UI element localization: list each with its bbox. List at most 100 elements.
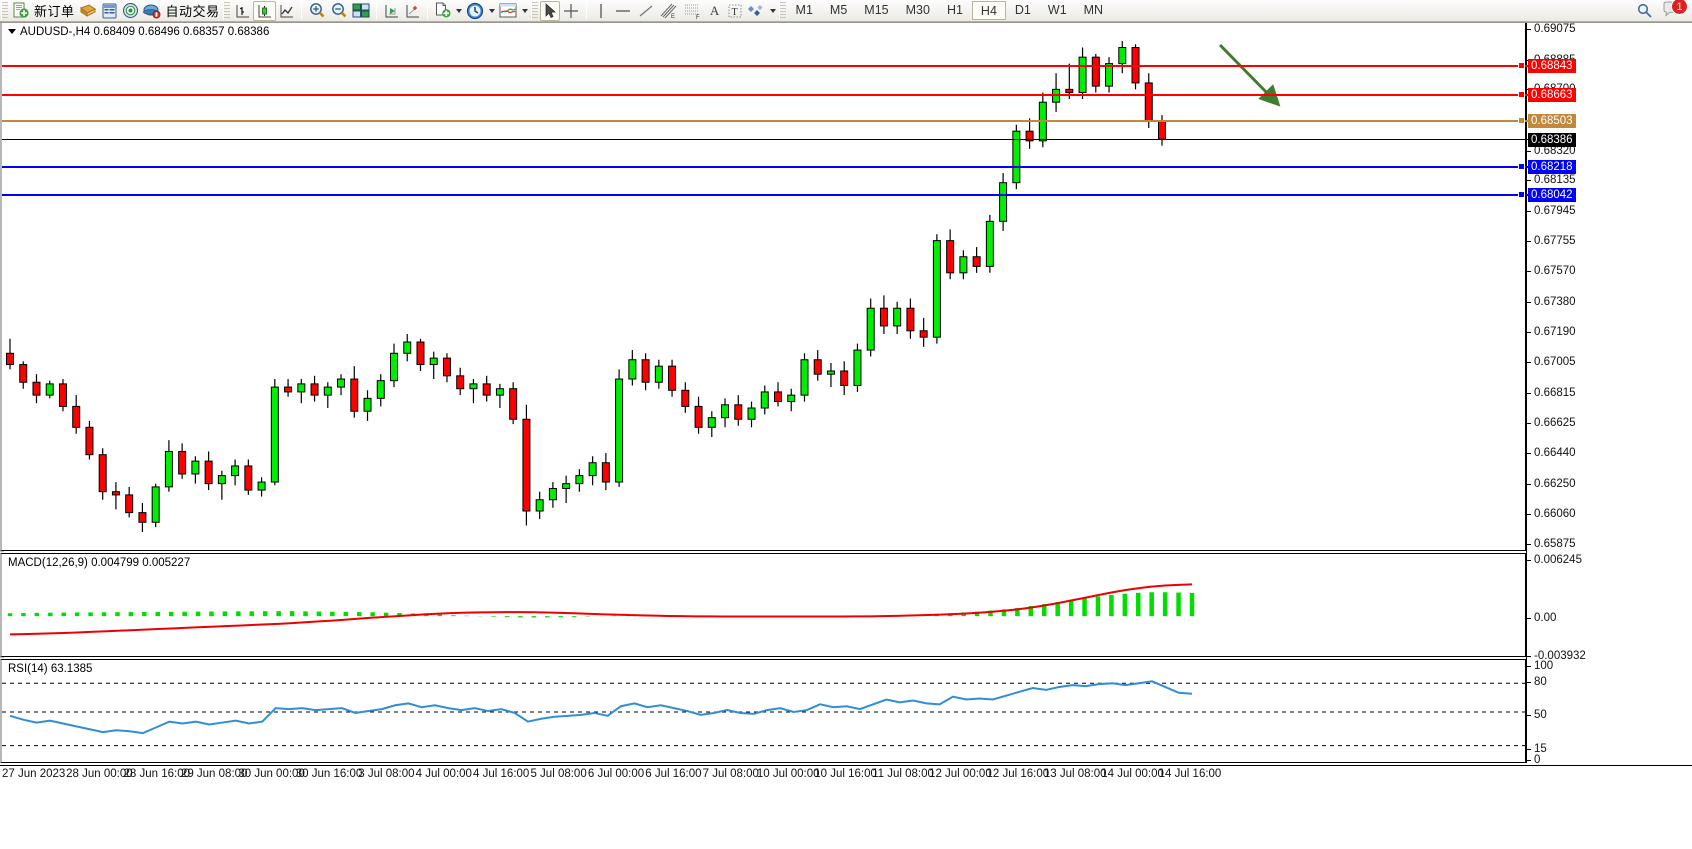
indicators-icon[interactable]	[432, 1, 464, 21]
chart-shift-icon[interactable]	[402, 1, 423, 21]
candle-body	[575, 475, 584, 485]
candle-body	[350, 378, 359, 412]
text-label-icon[interactable]: T	[725, 1, 745, 21]
fibonacci-icon[interactable]: F	[681, 1, 705, 21]
strategy-tester-button[interactable]: 自动交易	[141, 1, 222, 21]
price-tag-support[interactable]: 0.68042	[1528, 188, 1576, 203]
market-watch-button[interactable]	[77, 1, 99, 21]
candle-body	[19, 364, 28, 383]
vertical-line-icon[interactable]	[591, 1, 611, 21]
auto-trading-label: 自动交易	[165, 4, 220, 19]
periods-icon[interactable]	[464, 1, 497, 21]
candle-body	[893, 307, 902, 327]
price-tag-current-price[interactable]: 0.68386	[1528, 132, 1576, 147]
axis-tick	[1527, 301, 1531, 303]
level-line-support[interactable]	[2, 194, 1528, 197]
axis-tick-label: 0.66815	[1534, 386, 1576, 399]
axis-tick-label: 0.66250	[1534, 477, 1576, 490]
toolbar-grip-4[interactable]	[778, 1, 786, 20]
horizontal-line-icon[interactable]	[611, 1, 635, 21]
line-chart-icon[interactable]	[276, 1, 297, 21]
level-line-resistance[interactable]	[2, 65, 1528, 68]
time-axis[interactable]: 27 Jun 2023 28 Jun 00:00 28 Jun 16:00 29 Ju…	[0, 765, 1692, 785]
trendline-icon[interactable]	[635, 1, 657, 21]
toolbar-grip-3[interactable]	[530, 1, 538, 20]
data-window-button[interactable]	[99, 1, 120, 21]
timeframe-h4[interactable]: H4	[971, 1, 1006, 20]
candle-body	[32, 381, 41, 396]
level-handle[interactable]	[1518, 162, 1525, 170]
autoscroll-icon[interactable]	[381, 1, 402, 21]
timeframe-m5[interactable]: M5	[829, 3, 848, 17]
chevron-down-icon[interactable]	[455, 8, 462, 13]
price-tag-pivot[interactable]: 0.68503	[1528, 114, 1576, 129]
price-tag-resistance[interactable]: 0.68843	[1528, 59, 1576, 74]
text-icon[interactable]: A	[709, 2, 720, 18]
timeframe-h1[interactable]: H1	[946, 3, 963, 17]
chevron-down-icon-2[interactable]	[488, 8, 495, 13]
bar-chart-icon[interactable]	[232, 1, 253, 21]
axis-tick	[1527, 150, 1531, 152]
chevron-down-icon-4[interactable]	[769, 8, 776, 13]
candle-body	[919, 330, 928, 338]
rsi-axis-tick-label: 15	[1534, 743, 1547, 755]
templates-icon[interactable]	[497, 1, 530, 21]
zoom-in-icon[interactable]	[306, 1, 328, 21]
candle-body	[1144, 82, 1153, 123]
timeframe-m30[interactable]: M30	[905, 3, 930, 17]
candle-body	[959, 256, 968, 274]
level-handle[interactable]	[1518, 191, 1525, 199]
price-tag-support[interactable]: 0.68218	[1528, 159, 1576, 174]
level-handle[interactable]	[1518, 62, 1525, 70]
timeframe-d1[interactable]: D1	[1014, 3, 1031, 17]
candle-body	[879, 307, 888, 327]
rsi-axis-tick	[1527, 715, 1531, 716]
candle-body	[826, 370, 835, 375]
candle-body	[535, 499, 544, 512]
level-handle[interactable]	[1518, 91, 1525, 99]
tile-windows-icon[interactable]	[350, 1, 372, 21]
zoom-out-icon[interactable]	[328, 1, 350, 21]
new-order-button[interactable]: 新订单	[10, 1, 77, 21]
level-handle[interactable]	[1518, 117, 1525, 125]
price-pane[interactable]: AUDUSD-,H4 0.68409 0.68496 0.68357 0.683…	[0, 23, 1528, 551]
chevron-down-icon-3[interactable]	[521, 8, 528, 13]
equidistant-channel-icon[interactable]: E	[657, 1, 681, 21]
notification-icon[interactable]: 1	[1660, 0, 1688, 21]
toolbar-grip[interactable]	[1, 1, 8, 20]
time-tick-label: 13 Jul 08:00	[1043, 768, 1107, 780]
svg-text:T: T	[731, 7, 737, 18]
level-line-resistance[interactable]	[2, 94, 1528, 97]
chart-area[interactable]: AUDUSD-,H4 0.68409 0.68496 0.68357 0.683…	[0, 22, 1692, 849]
candle-body	[615, 378, 624, 483]
rsi-pane[interactable]: RSI(14) 63.1385	[0, 659, 1526, 763]
candle-body	[482, 383, 491, 396]
cursor-icon[interactable]	[539, 0, 560, 21]
toolbar-grip-2[interactable]	[222, 1, 230, 20]
candle-body	[760, 391, 769, 409]
axis-tick-label: 0.67190	[1534, 326, 1576, 339]
level-line-support[interactable]	[2, 165, 1528, 168]
timeframe-mn[interactable]: MN	[1083, 3, 1104, 17]
price-tag-resistance[interactable]: 0.68663	[1528, 88, 1576, 103]
candle-body	[747, 407, 756, 420]
candle-chart-icon[interactable]	[252, 0, 276, 21]
macd-pane[interactable]: MACD(12,26,9) 0.004799 0.005227	[0, 553, 1526, 657]
collapse-arrow-icon[interactable]	[8, 29, 16, 35]
candle-body	[495, 388, 504, 396]
objects-icon[interactable]	[745, 1, 778, 21]
level-line-pivot[interactable]	[2, 120, 1528, 123]
price-axis[interactable]: 0.690750.688850.687000.685100.683200.681…	[1526, 23, 1692, 766]
navigator-button[interactable]	[120, 1, 141, 21]
timeframe-m1[interactable]: M1	[795, 3, 813, 17]
search-icon[interactable]	[1634, 1, 1656, 21]
symbol-info-label: AUDUSD-,H4 0.68409 0.68496 0.68357 0.683…	[8, 26, 269, 38]
time-tick-label: 30 Jun 00:00	[238, 768, 305, 780]
timeframe-m15[interactable]: M15	[864, 3, 889, 17]
axis-tick-label: 0.67380	[1534, 295, 1576, 308]
timeframe-w1[interactable]: W1	[1047, 3, 1067, 17]
candle-body	[416, 341, 425, 366]
axis-tick-label: 0.67945	[1534, 204, 1576, 217]
crosshair-icon[interactable]	[560, 1, 582, 21]
candle-body	[429, 357, 438, 366]
